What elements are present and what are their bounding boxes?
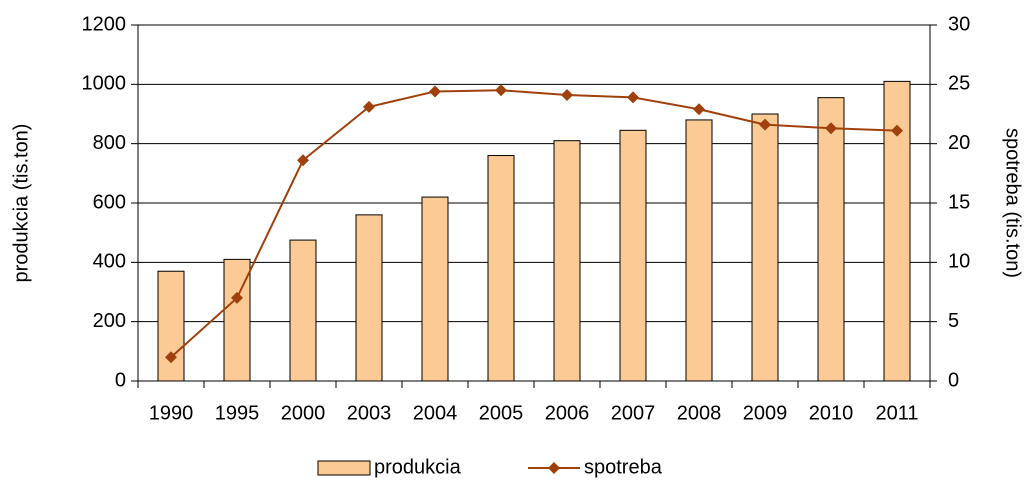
marker: [297, 154, 309, 167]
y-tick-label: 200: [93, 310, 126, 332]
y-tick-label: 1200: [82, 13, 127, 35]
marker: [495, 84, 507, 97]
x-tick-label: 2006: [545, 402, 590, 424]
bar: [487, 155, 515, 382]
x-tick-label: 2008: [677, 402, 722, 424]
bar: [157, 270, 185, 382]
marker: [429, 85, 441, 98]
y2-axis-label: spotreba (tis.ton): [1002, 128, 1024, 278]
line: [170, 89, 898, 359]
legend-marker: [548, 462, 560, 474]
bar: [817, 97, 845, 382]
x-tick-label: 2010: [809, 402, 854, 424]
bar: [751, 113, 779, 382]
y-tick-label: 400: [93, 251, 126, 273]
marker: [363, 100, 375, 113]
x-tick-label: 2004: [413, 402, 458, 424]
legend-swatch: [317, 460, 371, 476]
bar: [355, 214, 383, 382]
marker: [891, 124, 903, 137]
legend-label: produkcia: [374, 456, 462, 478]
y2-tick-label: 30: [948, 13, 970, 35]
marker: [627, 91, 639, 104]
marker: [231, 291, 243, 304]
x-tick-label: 2003: [347, 402, 392, 424]
x-tick-label: 2000: [281, 402, 326, 424]
bar: [553, 140, 581, 382]
marker: [825, 122, 837, 135]
x-tick-label: 1995: [215, 402, 260, 424]
y-axis-label: produkcia (tis.ton): [10, 124, 32, 283]
bar: [289, 239, 317, 382]
y-tick-label: 800: [93, 132, 126, 154]
y2-tick-label: 10: [948, 251, 970, 273]
bar: [619, 129, 647, 382]
x-tick-label: 2011: [875, 402, 918, 424]
y2-tick-label: 15: [948, 191, 970, 213]
x-tick-label: 2007: [611, 402, 656, 424]
marker: [165, 351, 177, 364]
marker: [561, 89, 573, 102]
marker: [693, 103, 705, 116]
y2-tick-label: 0: [948, 369, 959, 391]
y2-tick-label: 25: [948, 73, 970, 95]
bar: [883, 80, 911, 382]
bar: [685, 119, 713, 382]
x-tick-label: 1990: [149, 402, 194, 424]
bar: [421, 196, 449, 382]
y2-tick-label: 5: [948, 310, 959, 332]
y2-tick-label: 20: [948, 132, 970, 154]
legend-label: spotreba: [584, 456, 663, 478]
marker: [759, 118, 771, 131]
y-tick-label: 0: [115, 369, 126, 391]
y-tick-label: 1000: [82, 73, 127, 95]
y-tick-label: 600: [93, 191, 126, 213]
x-tick-label: 2005: [479, 402, 524, 424]
x-tick-label: 2009: [743, 402, 788, 424]
